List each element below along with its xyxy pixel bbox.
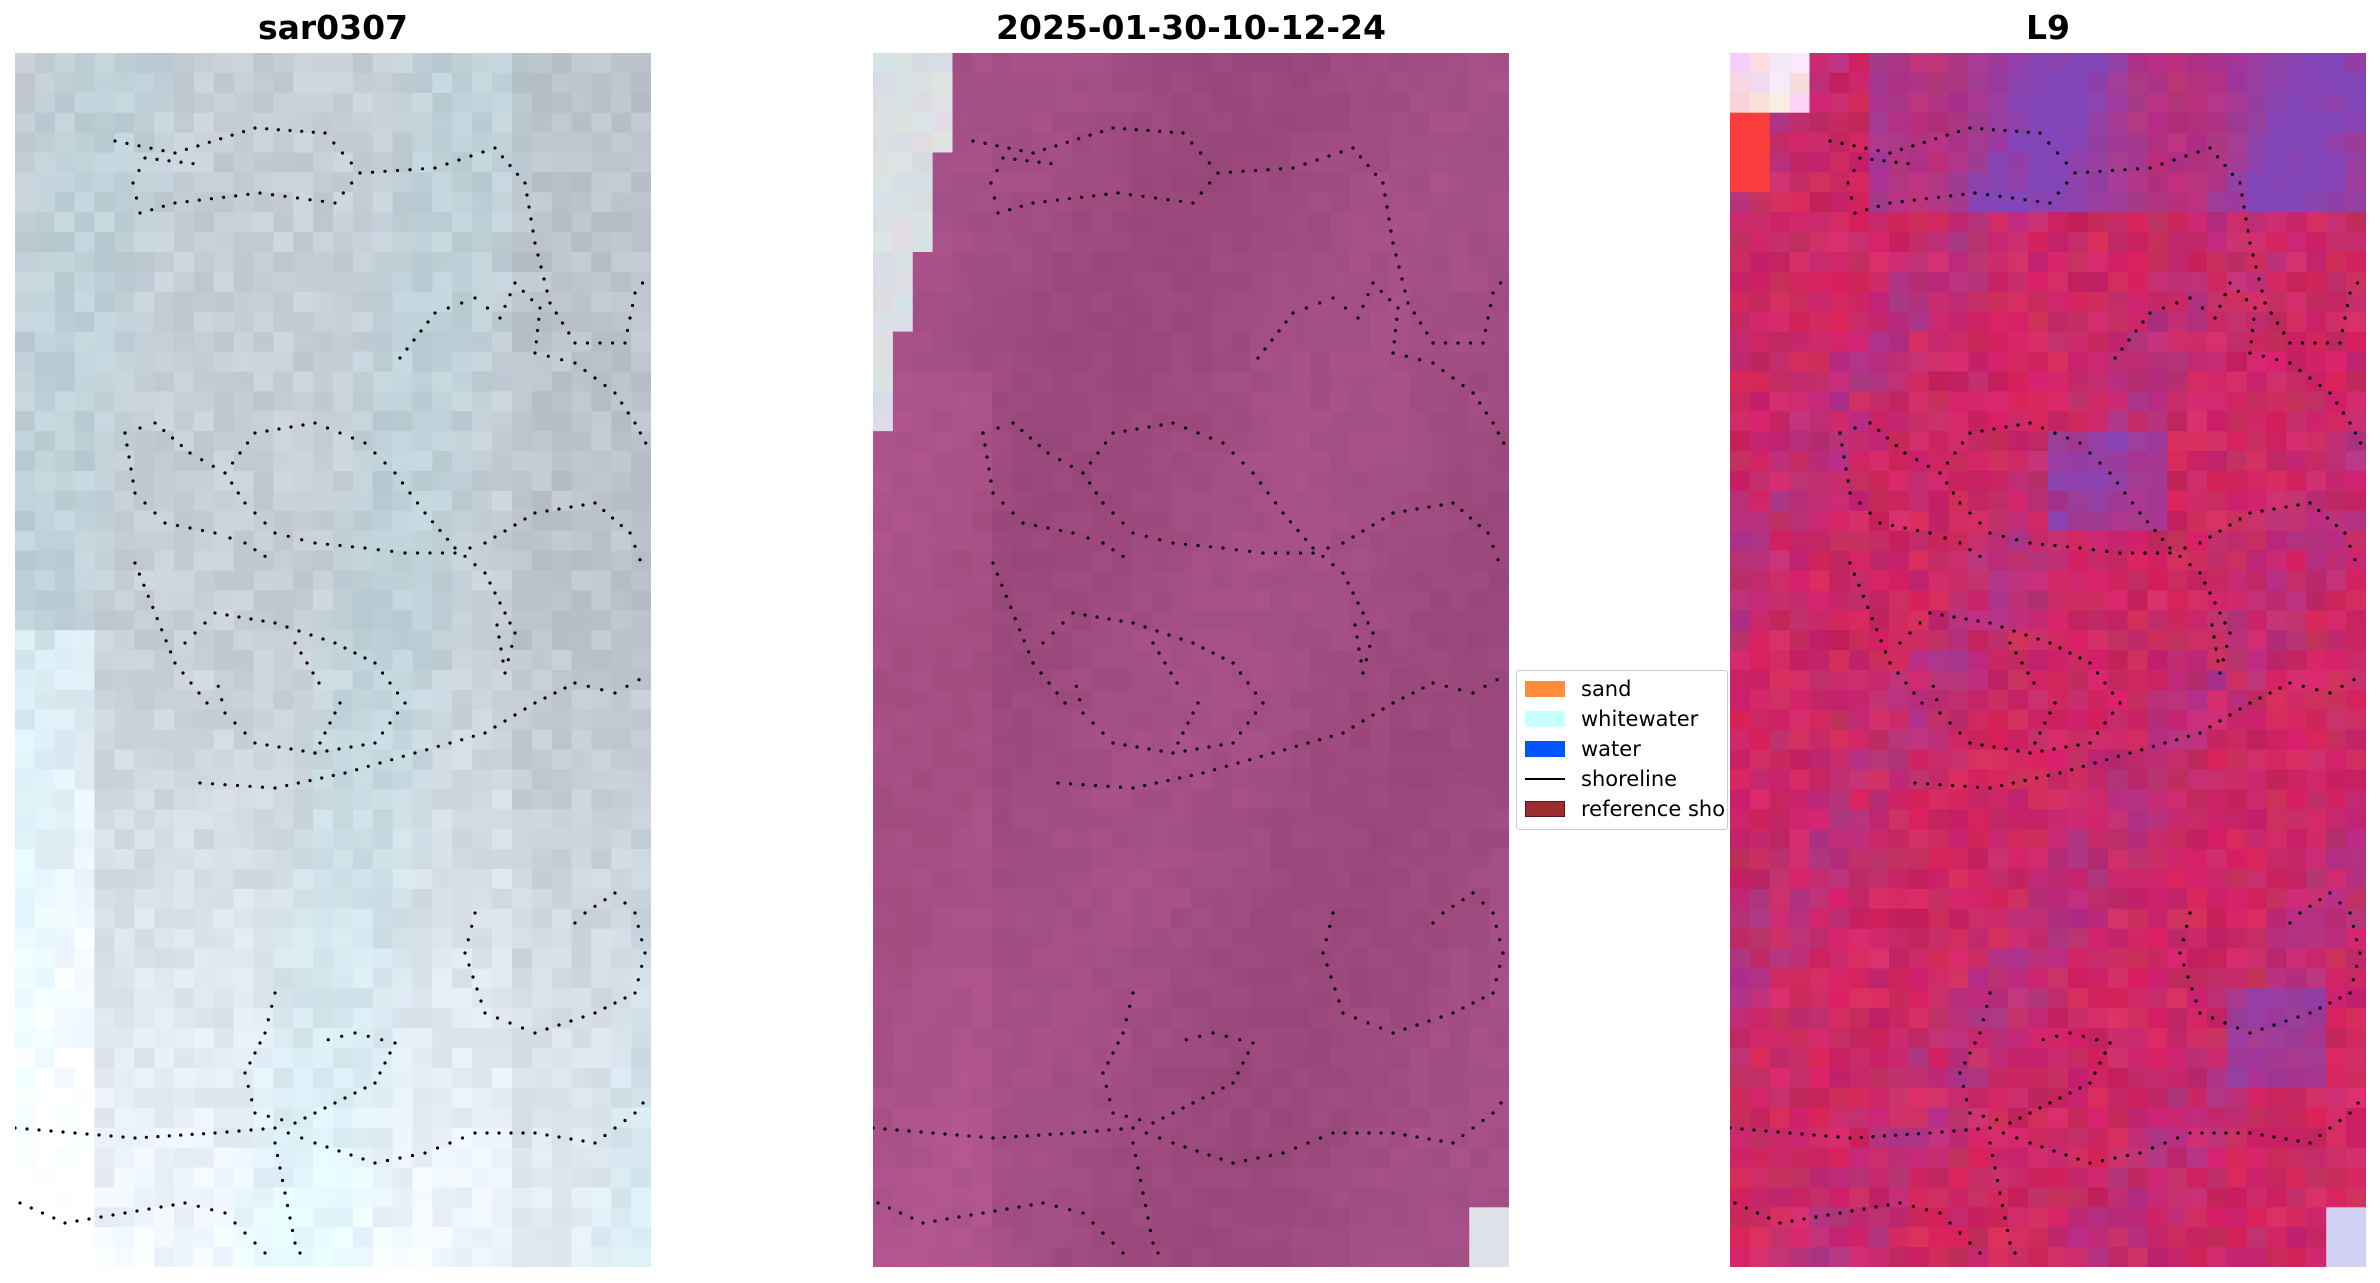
legend-label-sand: sand (1581, 677, 1632, 701)
raster-image (1730, 53, 2366, 1267)
raster-image (873, 53, 1509, 1267)
raster-image (15, 53, 651, 1267)
legend-label-shoreline: shoreline (1581, 767, 1678, 791)
legend: sand whitewater water shoreline referenc… (1516, 670, 1728, 830)
shoreline-contours (873, 126, 1506, 1255)
shoreline-contours (1730, 126, 2363, 1255)
image-panel-L9 (1730, 53, 2366, 1267)
sand-swatch (1525, 681, 1565, 697)
whitewater-swatch (1525, 711, 1565, 727)
image-panel-2025-01-30 (873, 53, 1509, 1267)
shoreline-contours (15, 126, 648, 1255)
legend-item-sand: sand (1525, 674, 1631, 704)
legend-item-water: water (1525, 734, 1641, 764)
shoreline-line-swatch (1525, 778, 1565, 780)
legend-item-shoreline: shoreline (1525, 764, 1677, 794)
legend-item-reference-shoreline: reference sho (1525, 794, 1725, 824)
reference-shoreline-swatch (1525, 801, 1565, 817)
legend-label-water: water (1581, 737, 1641, 761)
panel-title-3: L9 (2026, 8, 2070, 47)
water-swatch (1525, 741, 1565, 757)
legend-label-whitewater: whitewater (1581, 707, 1699, 731)
legend-item-whitewater: whitewater (1525, 704, 1698, 734)
image-panel-sar0307 (15, 53, 651, 1267)
legend-label-reference-shoreline: reference sho (1581, 797, 1726, 821)
panel-title-1: sar0307 (257, 8, 409, 47)
panel-title-2: 2025-01-30-10-12-24 (996, 8, 1386, 47)
